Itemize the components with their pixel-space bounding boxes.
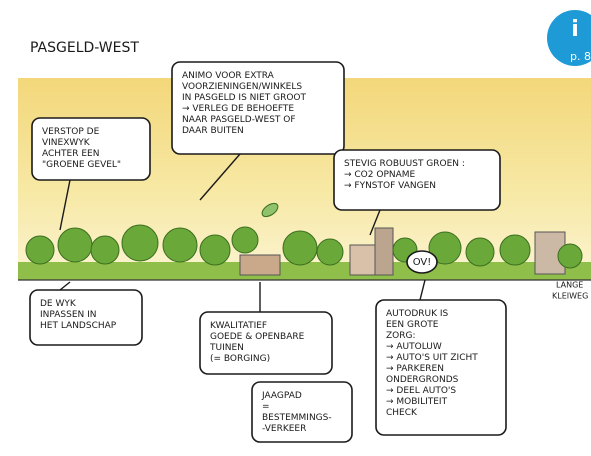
title: PASGELD-WEST [30,40,139,56]
bubble-text: DE WYK [40,299,77,309]
bubble-text: DAAR BUITEN [182,126,244,136]
speech-bubble [333,149,501,211]
speech-bubble [31,117,151,181]
bubble-text: → PARKEREN [386,364,444,374]
bubble-text: GOEDE & OPENBARE [210,332,305,342]
landscape [18,202,591,281]
bubble-text: IN PASGELD IS NIET GROOT [182,93,306,103]
bubble-text: NAAR PASGELD-WEST OF [182,115,296,125]
bubble-text: VOORZIENINGEN/WINKELS [182,82,302,92]
bubble-text: ONDERGRONDS [386,375,459,385]
bubble-text: JAAGPAD [261,391,302,401]
bubble-text: → DEEL AUTO'S [386,386,456,396]
bubble-text: AUTODRUK IS [386,309,449,319]
speech-bubble [171,61,345,155]
bubble-text: (= BORGING) [210,354,270,364]
bubble-tail [59,179,71,231]
speech-bubble [199,311,333,375]
bubble-text: KWALITATIEF [210,321,267,331]
bubble-text: EEN GROTE [386,320,439,330]
bubble-text: → AUTOLUW [386,342,442,352]
bubble-text: -VERKEER [262,424,306,434]
ov-bubble: OV! [406,250,438,274]
place-label: KLEIWEG [552,292,588,301]
bubble-text: ANIMO VOOR EXTRA [182,71,275,81]
bubble-text: STEVIG ROBUUST GROEN : [344,159,465,169]
speech-bubble [251,381,353,443]
bubble-text: → MOBILITEIT [386,397,448,407]
speech-bubble [375,299,507,436]
ov-label: OV! [413,257,432,268]
bubble-text: ZORG: [386,331,416,341]
bubble-tail [199,153,241,201]
bubble-text: "GROENE GEVEL" [42,160,121,170]
bubble-text: INPASSEN IN [40,310,97,320]
bubble-text: ACHTER EEN [42,149,99,159]
bubble-text: → AUTO'S UIT ZICHT [386,353,478,363]
bubble-tail [59,281,71,291]
badge-icon: i [571,17,579,42]
bubble-text: → CO2 OPNAME [344,170,416,180]
bubble-text: VERSTOP DE [42,127,100,137]
bubble-text: = [262,402,270,412]
place-label: LANGE [556,281,583,290]
bubble-text: HET LANDSCHAP [40,321,117,331]
bubble-text: BESTEMMINGS- [262,413,332,423]
bubble-text: → FYNSTOF VANGEN [344,181,436,191]
bubble-tail [419,279,426,301]
speech-bubble [29,289,143,346]
bubble-text: TUINEN [209,343,244,353]
bubble-text: → VERLEG DE BEHOEFTE [182,104,294,114]
badge-page: p. 86 [570,50,591,63]
badge: i p. 86 [547,10,591,66]
bubble-tail [369,209,381,236]
bubble-text: CHECK [386,408,418,418]
bubble-text: VINEXWYK [42,138,91,148]
